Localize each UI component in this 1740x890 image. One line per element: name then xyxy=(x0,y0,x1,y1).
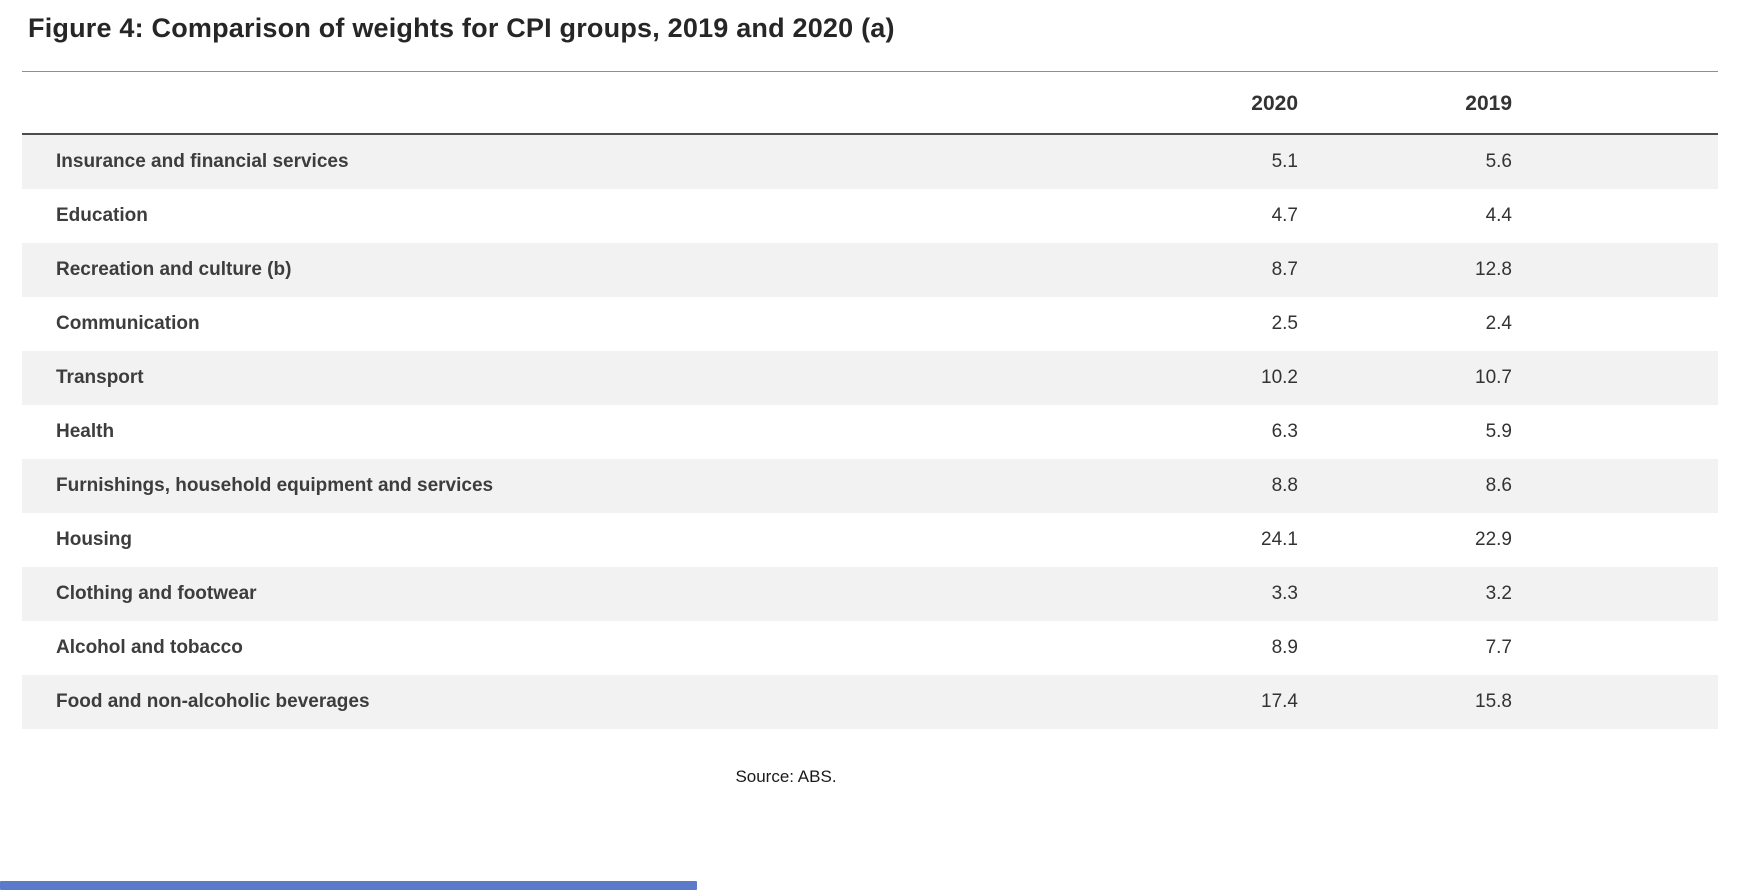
value-2020: 17.4 xyxy=(1261,691,1298,712)
table-row: Clothing and footwear 3.3 3.2 xyxy=(22,567,1718,621)
col-header-2019: 2019 xyxy=(1328,71,1718,135)
value-2019: 5.9 xyxy=(1485,421,1512,442)
group-label: Transport xyxy=(56,367,144,388)
group-label: Education xyxy=(56,205,148,226)
table-row: Communication 2.5 2.4 xyxy=(22,297,1718,351)
cpi-weights-table: 2020 2019 Insurance and financial servic… xyxy=(22,71,1718,729)
table-row: Furnishings, household equipment and ser… xyxy=(22,459,1718,513)
value-2019: 10.7 xyxy=(1475,367,1512,388)
table-row: Insurance and financial services 5.1 5.6 xyxy=(22,134,1718,189)
value-2020: 2.5 xyxy=(1271,313,1298,334)
group-label: Communication xyxy=(56,313,200,334)
value-2019: 15.8 xyxy=(1475,691,1512,712)
value-2019: 5.6 xyxy=(1485,151,1512,172)
source-container: Source: ABS. xyxy=(22,767,1550,787)
table-header-row: 2020 2019 xyxy=(22,71,1718,135)
horizontal-scrollbar-thumb[interactable] xyxy=(0,881,697,890)
value-2019: 4.4 xyxy=(1485,205,1512,226)
table-row: Education 4.7 4.4 xyxy=(22,189,1718,243)
table-row: Food and non-alcoholic beverages 17.4 15.8 xyxy=(22,675,1718,729)
group-label: Insurance and financial services xyxy=(56,151,349,172)
group-label: Recreation and culture (b) xyxy=(56,259,292,280)
value-2019: 12.8 xyxy=(1475,259,1512,280)
group-label: Alcohol and tobacco xyxy=(56,637,243,658)
table-row: Housing 24.1 22.9 xyxy=(22,513,1718,567)
value-2020: 3.3 xyxy=(1271,583,1298,604)
group-column-header xyxy=(22,71,1113,135)
source-note: Source: ABS. xyxy=(735,767,837,786)
value-2020: 4.7 xyxy=(1271,205,1298,226)
table-row: Recreation and culture (b) 8.7 12.8 xyxy=(22,243,1718,297)
table-row: Transport 10.2 10.7 xyxy=(22,351,1718,405)
value-2020: 24.1 xyxy=(1261,529,1298,550)
group-label: Furnishings, household equipment and ser… xyxy=(56,475,494,496)
value-2019: 3.2 xyxy=(1485,583,1512,604)
value-2020: 5.1 xyxy=(1271,151,1298,172)
value-2020: 8.7 xyxy=(1271,259,1298,280)
value-2019: 2.4 xyxy=(1485,313,1512,334)
value-2020: 8.9 xyxy=(1271,637,1298,658)
value-2019: 22.9 xyxy=(1475,529,1512,550)
col-header-2020: 2020 xyxy=(1113,71,1328,135)
value-2020: 10.2 xyxy=(1261,367,1298,388)
value-2019: 8.6 xyxy=(1485,475,1512,496)
value-2020: 6.3 xyxy=(1271,421,1298,442)
figure-title: Figure 4: Comparison of weights for CPI … xyxy=(28,13,895,43)
group-label: Clothing and footwear xyxy=(56,583,257,604)
table-row: Alcohol and tobacco 8.9 7.7 xyxy=(22,621,1718,675)
value-2020: 8.8 xyxy=(1271,475,1298,496)
group-label: Health xyxy=(56,421,115,442)
value-2019: 7.7 xyxy=(1485,637,1512,658)
group-label: Food and non-alcoholic beverages xyxy=(56,691,370,712)
group-label: Housing xyxy=(56,529,132,550)
table-row: Health 6.3 5.9 xyxy=(22,405,1718,459)
table-body: Insurance and financial services 5.1 5.6 Ed… xyxy=(22,134,1718,729)
